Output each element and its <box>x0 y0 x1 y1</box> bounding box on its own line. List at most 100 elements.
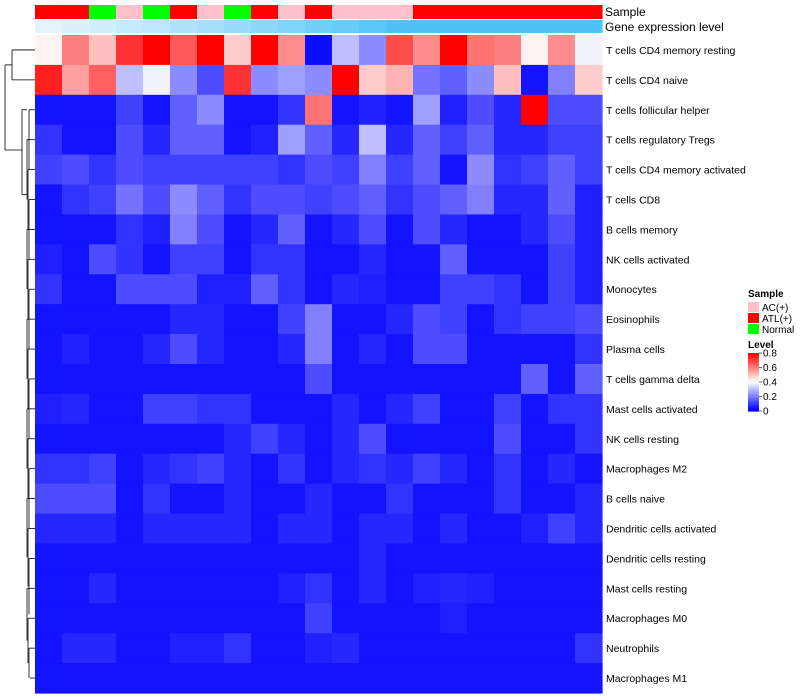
heatmap-cell <box>197 393 225 425</box>
heatmap-cell <box>278 513 306 545</box>
heatmap-cell <box>467 35 495 66</box>
heatmap-cell <box>386 94 414 126</box>
heatmap-cell <box>359 35 387 66</box>
heatmap-cell <box>143 124 171 156</box>
heatmap-cell <box>548 184 576 216</box>
heatmap-cell <box>62 393 90 425</box>
heatmap-cell <box>575 214 603 245</box>
heatmap-cell <box>494 184 522 216</box>
legend-sample-label: Normal <box>762 325 794 336</box>
heatmap-cell <box>440 304 468 335</box>
legend-sample-title: Sample <box>748 289 784 300</box>
sample-annotation-cell <box>386 5 414 19</box>
heatmap-cell <box>386 64 414 96</box>
legend-level-tick-label: 0 <box>763 407 769 418</box>
heatmap-cell <box>170 124 198 156</box>
heatmap-cell <box>35 214 63 245</box>
heatmap-cell <box>35 35 63 66</box>
heatmap-cell <box>386 663 414 694</box>
heatmap-cell <box>386 154 414 186</box>
gene-expression-annotation-cell <box>467 20 495 33</box>
gene-expression-annotation-cell <box>440 20 468 33</box>
heatmap-cell <box>413 603 441 634</box>
heatmap-cell <box>251 603 279 634</box>
heatmap-cell <box>575 304 603 335</box>
heatmap-cell <box>305 214 333 245</box>
heatmap-cell <box>413 663 441 694</box>
heatmap-cell <box>62 483 90 515</box>
heatmap-cell <box>197 124 225 156</box>
heatmap-cell <box>170 393 198 425</box>
heatmap-cell <box>35 64 63 96</box>
heatmap-cell <box>359 663 387 694</box>
legend-level-gradient-step <box>748 396 759 399</box>
sample-annotation-cell <box>35 5 63 19</box>
heatmap-cell <box>548 573 576 604</box>
heatmap-cell <box>359 603 387 634</box>
heatmap-cell <box>413 124 441 156</box>
heatmap-cell <box>359 334 387 365</box>
heatmap-cell <box>116 244 144 275</box>
gene-expression-annotation-cell <box>548 20 576 33</box>
heatmap-cell <box>89 274 117 305</box>
heatmap-cell <box>197 244 225 275</box>
heatmap-cell <box>197 633 225 664</box>
heatmap-cell <box>143 64 171 96</box>
row-dendrogram <box>4 49 35 679</box>
heatmap-cell <box>359 573 387 604</box>
legend-level-gradient-step <box>748 353 759 356</box>
legend-level-gradient-step <box>748 373 759 376</box>
heatmap-cell <box>251 573 279 604</box>
heatmap-cell <box>170 573 198 604</box>
heatmap-cell <box>62 573 90 604</box>
heatmap-cell <box>62 274 90 305</box>
heatmap-cell <box>440 573 468 604</box>
heatmap-cell <box>197 573 225 604</box>
heatmap-cell <box>197 154 225 186</box>
heatmap-cell <box>521 184 549 216</box>
heatmap-cell <box>116 603 144 634</box>
heatmap-cell <box>89 244 117 275</box>
heatmap-cell <box>521 543 549 574</box>
heatmap-cell <box>413 453 441 485</box>
heatmap-cell <box>143 184 171 216</box>
heatmap-cell <box>467 334 495 365</box>
row-label: T cells follicular helper <box>606 105 710 117</box>
heatmap-cell <box>278 304 306 335</box>
heatmap-cell <box>116 124 144 156</box>
heatmap-cell <box>575 244 603 275</box>
legend-level-gradient-step <box>748 397 759 400</box>
heatmap-cell <box>251 423 279 455</box>
gene-expression-annotation-cell <box>116 20 144 33</box>
row-label: Macrophages M1 <box>606 673 687 685</box>
heatmap-cell <box>413 423 441 455</box>
heatmap-cell <box>521 483 549 515</box>
heatmap-cell <box>413 513 441 545</box>
heatmap-cell <box>575 453 603 485</box>
heatmap-cell <box>224 423 252 455</box>
legend-level-gradient-step <box>748 367 759 370</box>
heatmap-cell <box>143 154 171 186</box>
heatmap-cell <box>224 214 252 245</box>
gene-expression-annotation-cell <box>494 20 522 33</box>
legend-level-gradient-step <box>748 371 759 374</box>
heatmap-cell <box>440 423 468 455</box>
heatmap-cell <box>467 64 495 96</box>
heatmap-cell <box>359 483 387 515</box>
heatmap-cell <box>143 274 171 305</box>
heatmap-cell <box>305 64 333 96</box>
heatmap-cell <box>575 364 603 395</box>
heatmap-cell <box>440 453 468 485</box>
heatmap-cell <box>305 334 333 365</box>
heatmap-cell <box>332 94 360 126</box>
heatmap-cell <box>440 154 468 186</box>
heatmap-cell <box>224 124 252 156</box>
heatmap-cell <box>521 603 549 634</box>
heatmap-cell <box>116 35 144 66</box>
heatmap-cell <box>440 513 468 545</box>
legend-level-gradient-step <box>748 364 759 367</box>
heatmap-cell <box>62 423 90 455</box>
heatmap-cell <box>332 244 360 275</box>
heatmap-cell <box>575 633 603 664</box>
heatmap-cell <box>575 274 603 305</box>
